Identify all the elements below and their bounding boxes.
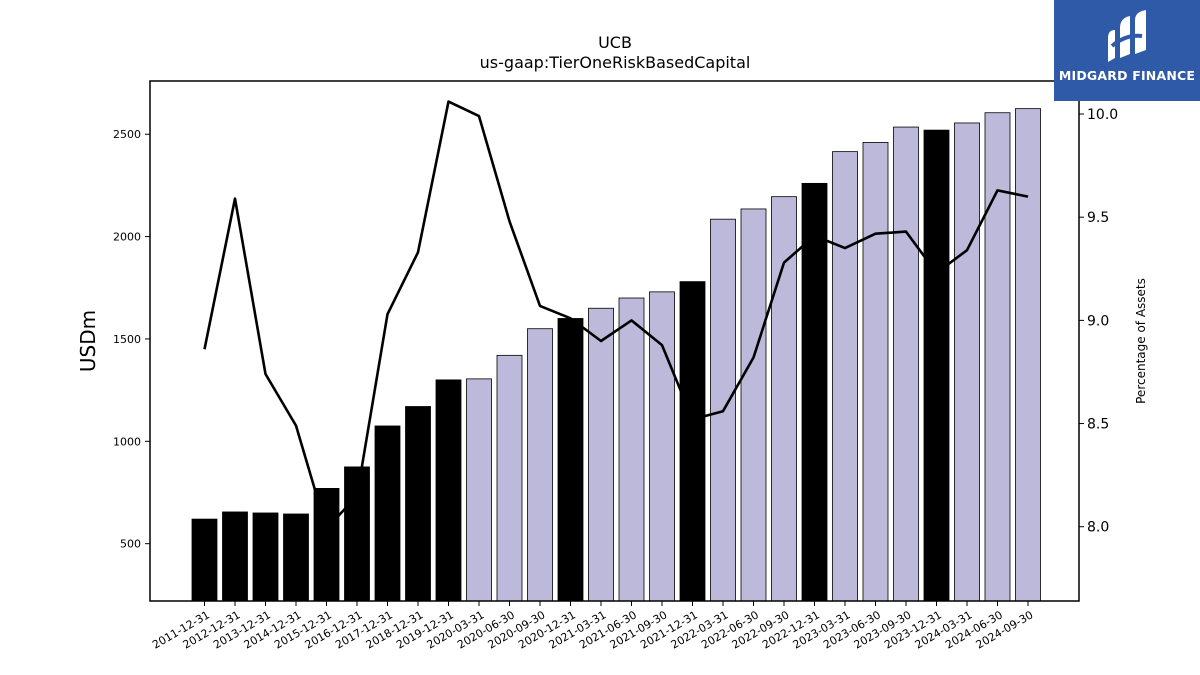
brand-logo: MIDGARD FINANCE: [1054, 0, 1200, 101]
x-axis: 2011-12-312012-12-312013-12-312014-12-31…: [150, 601, 1036, 652]
y-tick-label: 1000: [113, 435, 141, 448]
bar: [679, 281, 706, 602]
bar: [740, 208, 767, 602]
bar: [344, 466, 370, 602]
bar: [801, 182, 828, 602]
bar: [191, 518, 218, 602]
bar: [252, 512, 279, 602]
bar: [435, 379, 462, 602]
bar: [222, 511, 248, 602]
chart-subtitle: us-gaap:TierOneRiskBasedCapital: [480, 53, 751, 72]
plot-frame: [149, 80, 1080, 602]
y-axis-label: USDm: [76, 310, 100, 372]
y-tick-label: 2000: [113, 231, 141, 244]
y2-tick-label: 9.0: [1087, 313, 1109, 329]
y2-tick-label: 10.0: [1087, 107, 1118, 123]
y2-tick-label: 8.5: [1087, 417, 1109, 433]
bar: [771, 196, 797, 602]
y-axis-right: 8.0 8.5 9.0 9.5 10.0: [1079, 107, 1118, 536]
bar: [954, 122, 980, 602]
y2-axis-label: Percentage of Assets: [1134, 278, 1148, 404]
y2-tick-label: 9.5: [1087, 210, 1109, 226]
bar: [984, 112, 1011, 602]
chart-title: UCB: [598, 33, 632, 52]
bar: [496, 354, 523, 602]
bar: [466, 378, 492, 602]
bar: [557, 318, 584, 602]
bar: [527, 328, 553, 602]
bar: [1015, 108, 1041, 602]
y-tick-label: 500: [120, 538, 141, 551]
logo-text: MIDGARD FINANCE: [1058, 68, 1196, 83]
line-group: [203, 100, 1029, 531]
bar: [588, 307, 614, 602]
bar: [893, 126, 919, 602]
bar: [283, 513, 309, 602]
bar: [405, 406, 431, 602]
y-axis-left: 500 1000 1500 2000 2500: [113, 128, 150, 551]
y-tick-label: 1500: [113, 333, 141, 346]
bar: [862, 142, 889, 602]
bar: [649, 291, 675, 602]
bar: [313, 488, 340, 602]
y2-tick-label: 8.0: [1087, 520, 1109, 536]
y-tick-label: 2500: [113, 128, 141, 141]
percentage-line: [203, 100, 1029, 531]
bar: [618, 297, 645, 602]
bar: [832, 151, 858, 602]
midgard-logo-icon: [1108, 10, 1146, 62]
bar: [923, 129, 950, 602]
bars-group: [191, 108, 1041, 602]
bar: [374, 425, 401, 602]
